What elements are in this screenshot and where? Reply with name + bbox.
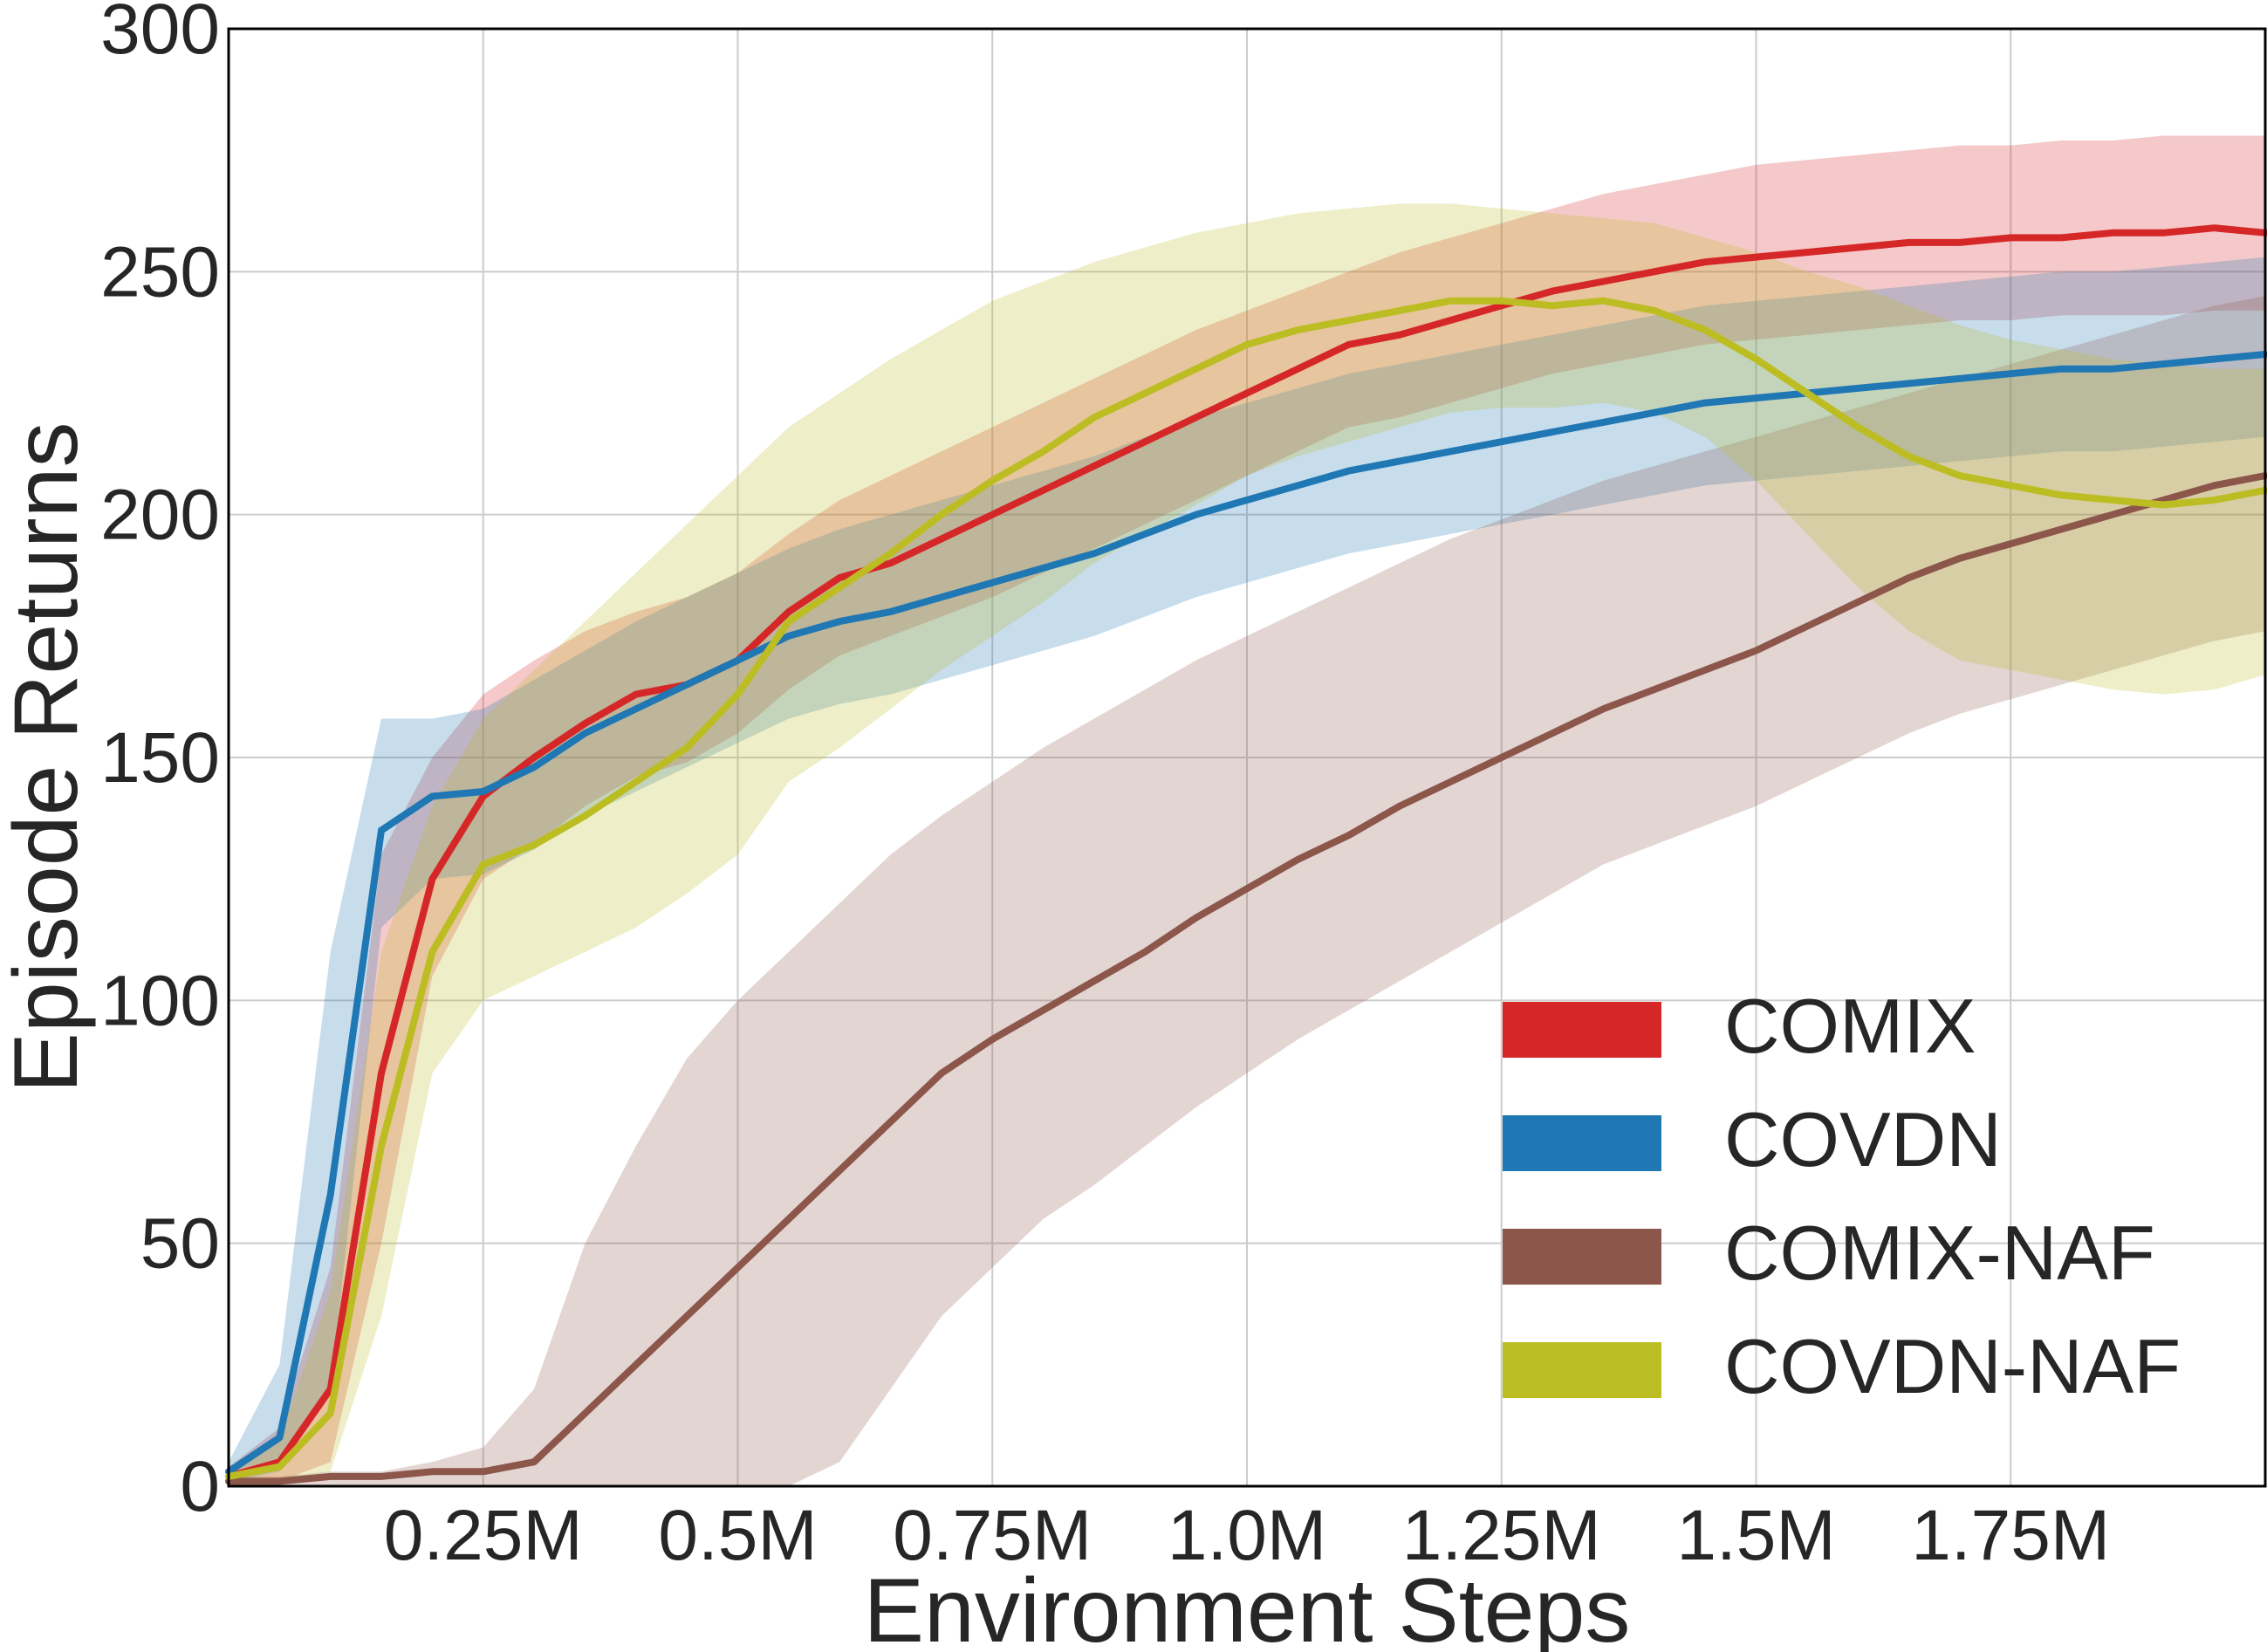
legend: COMIX COVDN COMIX-NAF COVDN-NAF xyxy=(1503,983,2181,1409)
y-tick-label: 0 xyxy=(180,1447,220,1526)
x-axis-label: Environment Steps xyxy=(864,1560,1631,1652)
y-tick-label: 250 xyxy=(100,232,220,312)
legend-swatch-comix-naf xyxy=(1503,1229,1661,1285)
line-covdn xyxy=(225,351,2267,1476)
band-covdn-naf xyxy=(229,203,2265,1486)
y-axis-ticks: 0 50 100 150 200 250 300 xyxy=(100,0,220,1526)
x-tick-label: 1.5M xyxy=(1676,1496,1835,1575)
x-tick-label: 1.75M xyxy=(1911,1496,2110,1575)
line-comix xyxy=(225,224,2267,1480)
legend-label-comix-naf: COMIX-NAF xyxy=(1724,1210,2155,1296)
y-axis-label: Episode Returns xyxy=(0,422,97,1093)
y-tick-label: 200 xyxy=(100,476,220,555)
y-tick-label: 50 xyxy=(140,1204,220,1284)
legend-swatch-covdn xyxy=(1503,1115,1661,1171)
x-tick-label: 1.25M xyxy=(1402,1496,1601,1575)
line-comix-naf xyxy=(225,472,2267,1485)
line-covdn-naf xyxy=(225,297,2267,1480)
y-tick-label: 150 xyxy=(100,718,220,798)
x-tick-label: 0.25M xyxy=(384,1496,583,1575)
series-lines xyxy=(225,224,2267,1485)
band-comix xyxy=(229,135,2265,1486)
x-axis-ticks: 0.25M 0.5M 0.75M 1.0M 1.25M 1.5M 1.75M xyxy=(384,1496,2110,1575)
x-tick-label: 0.75M xyxy=(893,1496,1092,1575)
legend-label-comix: COMIX xyxy=(1724,983,1976,1069)
grid xyxy=(229,29,2265,1486)
y-tick-label: 100 xyxy=(100,961,220,1040)
legend-swatch-covdn-naf xyxy=(1503,1342,1661,1398)
legend-swatch-comix xyxy=(1503,1002,1661,1058)
x-tick-label: 1.0M xyxy=(1168,1496,1326,1575)
plot-frame xyxy=(227,27,2267,1488)
y-tick-label: 300 xyxy=(100,0,220,69)
legend-label-covdn-naf: COVDN-NAF xyxy=(1724,1323,2181,1409)
x-tick-label: 0.5M xyxy=(658,1496,817,1575)
legend-label-covdn: COVDN xyxy=(1724,1096,2002,1182)
